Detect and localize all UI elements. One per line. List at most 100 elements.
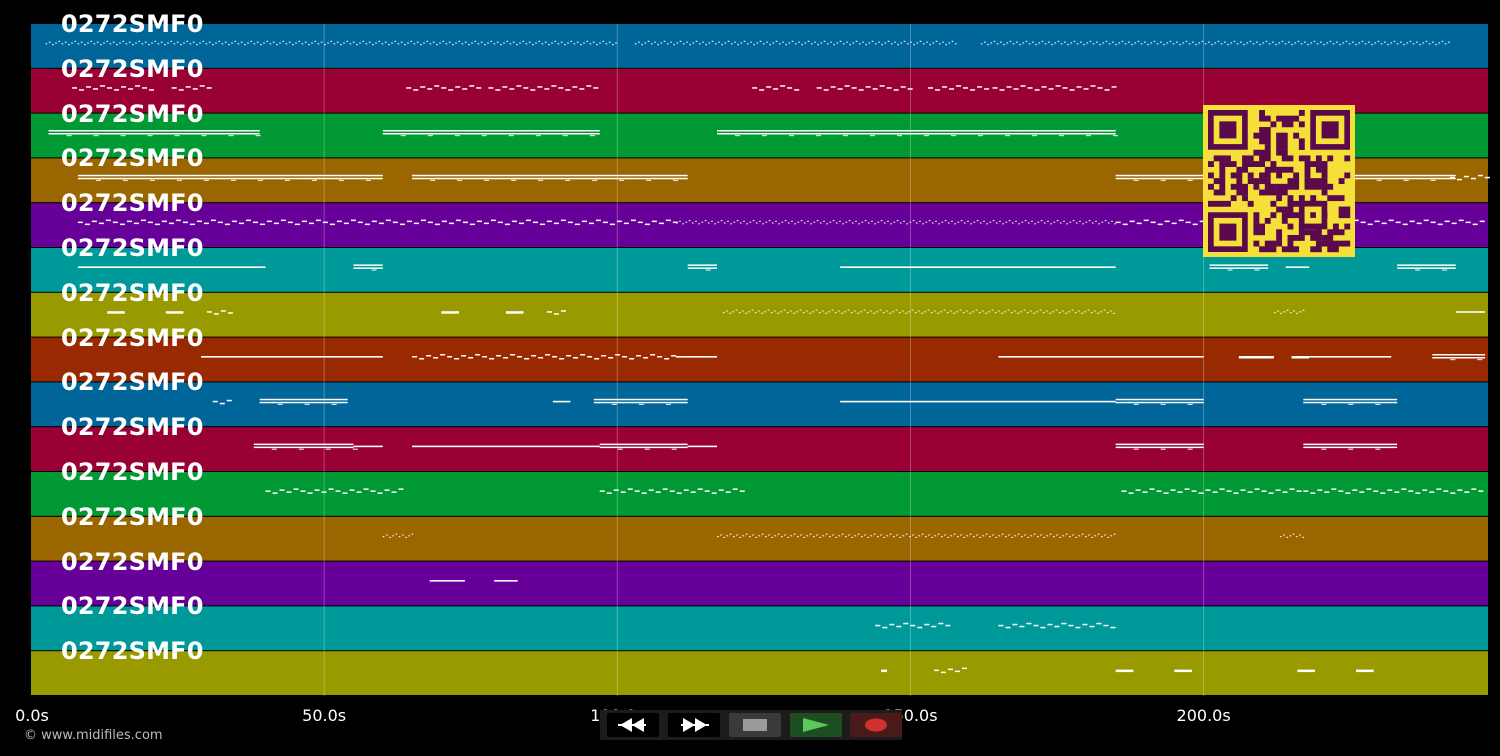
note-segment bbox=[875, 622, 951, 629]
note-segment bbox=[1303, 398, 1398, 405]
note-segment bbox=[1291, 356, 1310, 359]
rewind-button[interactable] bbox=[607, 713, 659, 737]
tick-label: 200.0s bbox=[1176, 706, 1231, 725]
note-segment bbox=[1303, 443, 1398, 450]
note-segment bbox=[72, 85, 155, 91]
note-segment bbox=[1273, 309, 1305, 314]
note-segment bbox=[406, 85, 482, 91]
note-segment bbox=[353, 445, 383, 448]
note-segment bbox=[505, 311, 524, 314]
note-segment bbox=[1209, 264, 1269, 271]
copyright-text: © www.midifiles.com bbox=[24, 728, 163, 743]
stop-icon bbox=[743, 719, 767, 731]
note-segment bbox=[599, 488, 745, 494]
track-lane bbox=[31, 337, 1488, 382]
note-segment bbox=[928, 85, 990, 91]
note-segment bbox=[881, 669, 888, 673]
note-segment bbox=[212, 399, 232, 405]
track-label: 0272SMF0 bbox=[61, 637, 204, 666]
track-label: 0272SMF0 bbox=[61, 144, 204, 173]
track-label: 0272SMF0 bbox=[61, 547, 204, 576]
note-segment bbox=[48, 130, 261, 137]
note-segment bbox=[722, 309, 1115, 314]
note-segment bbox=[599, 443, 688, 450]
note-segment bbox=[107, 311, 125, 314]
track-lane bbox=[31, 516, 1488, 561]
note-segment bbox=[382, 533, 414, 538]
track-label: 0272SMF0 bbox=[61, 54, 204, 83]
track-label: 0272SMF0 bbox=[61, 10, 204, 38]
record-icon bbox=[865, 718, 887, 732]
note-segment bbox=[353, 264, 383, 271]
note-segment bbox=[840, 400, 1116, 403]
note-segment bbox=[593, 398, 688, 405]
note-segment bbox=[1174, 669, 1192, 673]
note-segment bbox=[1285, 266, 1310, 268]
note-segment bbox=[412, 354, 677, 360]
note-segment bbox=[840, 266, 1116, 268]
note-segment bbox=[1432, 354, 1486, 361]
note-segment bbox=[752, 85, 800, 91]
note-segment bbox=[77, 219, 678, 226]
qr-code-icon bbox=[1208, 110, 1351, 253]
note-segment bbox=[77, 266, 266, 268]
track-label: 0272SMF0 bbox=[61, 189, 204, 218]
note-segment bbox=[687, 445, 717, 448]
qr-code bbox=[1203, 105, 1355, 257]
tick-label: 0.0s bbox=[15, 706, 49, 725]
transport-controls bbox=[600, 710, 902, 740]
note-segment bbox=[201, 356, 383, 358]
note-segment bbox=[1297, 669, 1316, 673]
tick-label: 50.0s bbox=[302, 706, 347, 725]
fast-forward-button[interactable] bbox=[668, 713, 720, 737]
track-lane bbox=[31, 651, 1488, 695]
note-segment bbox=[1455, 311, 1486, 313]
note-segment bbox=[1115, 443, 1204, 450]
note-segment bbox=[265, 488, 404, 494]
track-lane bbox=[31, 382, 1488, 427]
note-segment bbox=[1356, 669, 1374, 673]
note-segment bbox=[441, 311, 460, 314]
track-label: 0272SMF0 bbox=[61, 278, 204, 307]
rewind-icon bbox=[618, 718, 646, 732]
note-segment bbox=[1279, 533, 1304, 538]
track-label: 0272SMF0 bbox=[61, 234, 204, 262]
note-segment bbox=[412, 174, 688, 181]
note-segment bbox=[206, 310, 233, 315]
note-segment bbox=[412, 445, 600, 448]
note-segment bbox=[259, 398, 348, 405]
fast-forward-icon bbox=[681, 718, 709, 732]
stop-button[interactable] bbox=[729, 713, 781, 737]
note-segment bbox=[933, 667, 967, 674]
track-lane bbox=[31, 561, 1488, 606]
note-segment bbox=[634, 40, 957, 46]
note-segment bbox=[77, 174, 383, 181]
note-segment bbox=[1449, 174, 1490, 181]
note-segment bbox=[165, 311, 184, 314]
note-segment bbox=[546, 310, 566, 315]
track-lane bbox=[31, 606, 1488, 651]
note-segment bbox=[687, 264, 717, 271]
note-segment bbox=[382, 130, 600, 137]
note-segment bbox=[1115, 669, 1134, 673]
note-segment bbox=[45, 40, 617, 46]
note-segment bbox=[253, 443, 358, 450]
play-button[interactable] bbox=[790, 713, 842, 737]
track-label: 0272SMF0 bbox=[61, 368, 204, 397]
play-icon bbox=[803, 718, 829, 732]
note-segment bbox=[171, 85, 212, 91]
note-segment bbox=[998, 356, 1204, 358]
track-lane bbox=[31, 427, 1488, 471]
track-label: 0272SMF0 bbox=[61, 99, 204, 128]
note-segment bbox=[1397, 264, 1456, 271]
track-label: 0272SMF0 bbox=[61, 592, 204, 621]
track-lane bbox=[31, 24, 1488, 68]
track-lane bbox=[31, 292, 1488, 337]
record-button[interactable] bbox=[850, 713, 902, 737]
note-segment bbox=[992, 85, 1117, 91]
track-label: 0272SMF0 bbox=[61, 502, 204, 531]
note-segment bbox=[1238, 356, 1274, 359]
note-segment bbox=[716, 533, 1116, 538]
note-segment bbox=[1121, 488, 1302, 494]
track-label: 0272SMF0 bbox=[61, 458, 204, 486]
